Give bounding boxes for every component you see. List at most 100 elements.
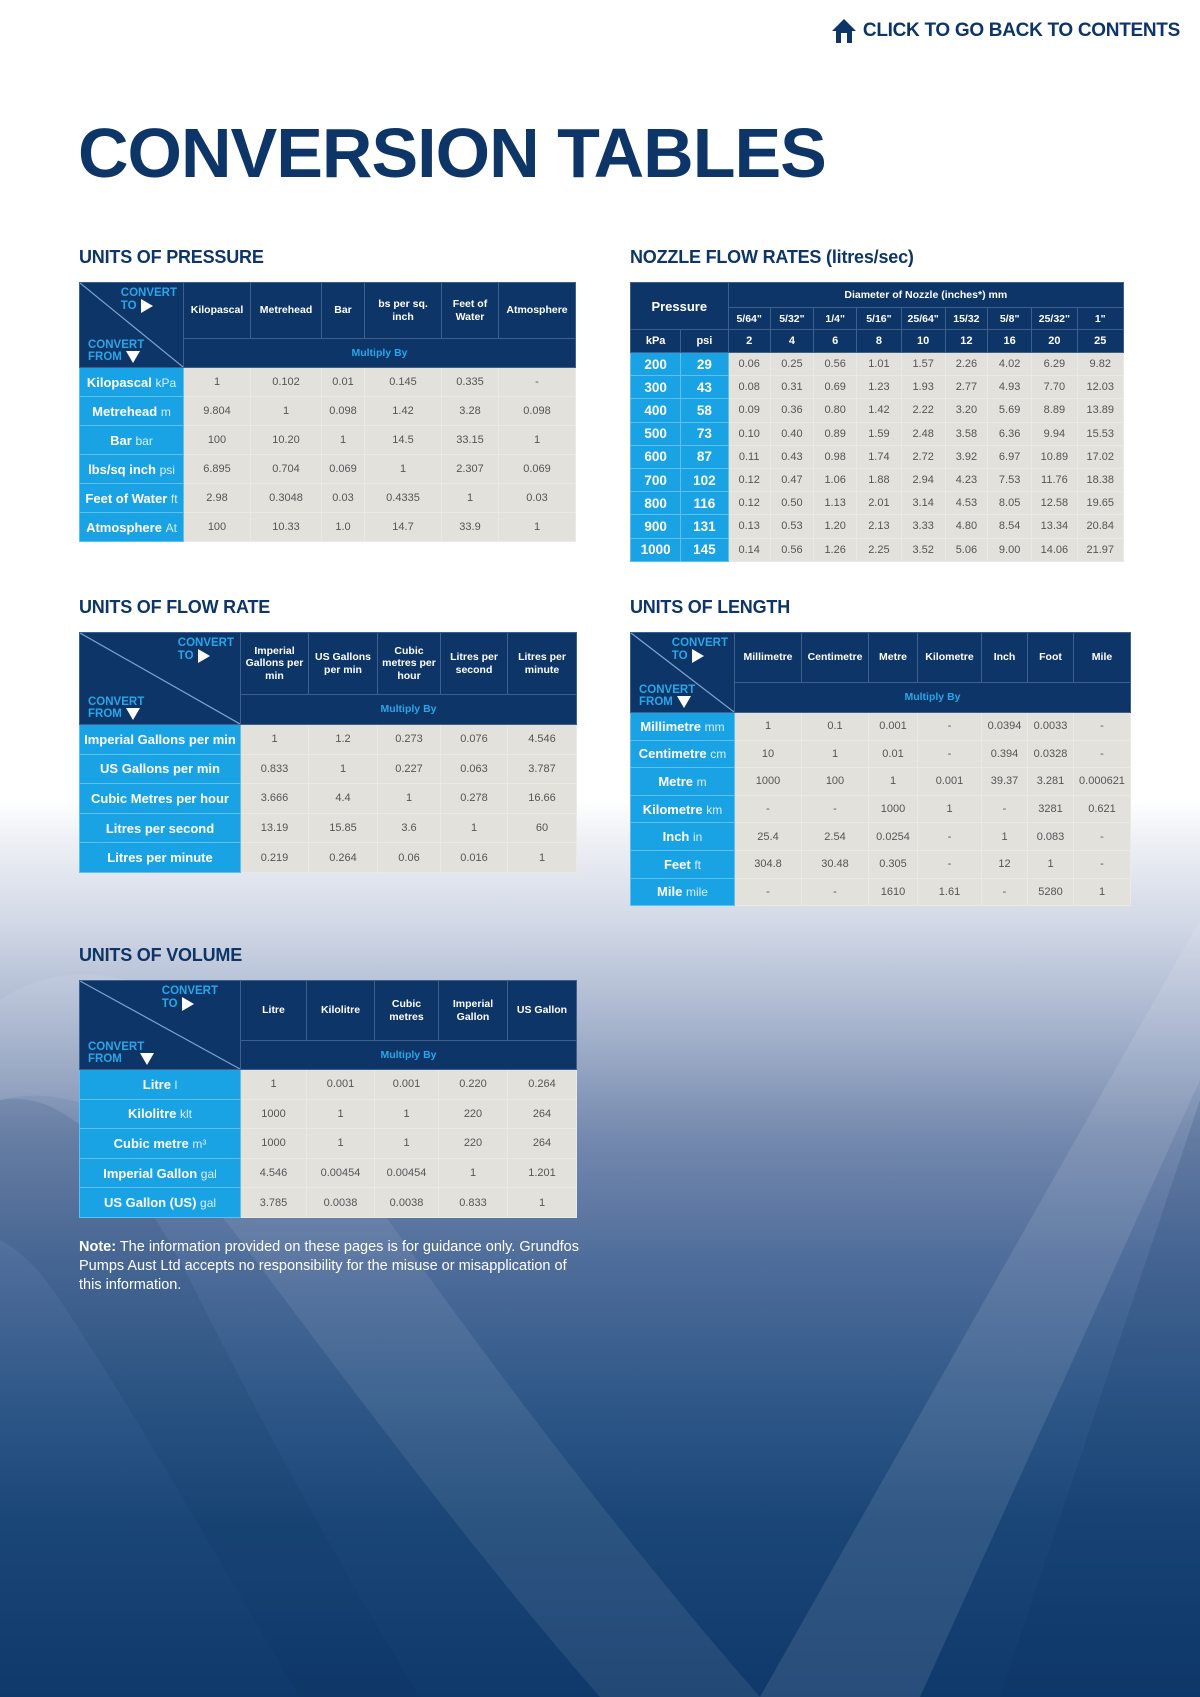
back-to-contents-link[interactable]: CLICK TO GO BACK TO CONTENTS: [831, 18, 1180, 44]
nozzle-inch-header: 25/64": [900, 307, 946, 330]
row-label: Cubic metre: [113, 1135, 189, 1151]
row-header: Metre m: [630, 767, 735, 796]
note-label: Note:: [79, 1239, 117, 1255]
row-label: US Gallon (US): [103, 1195, 197, 1211]
table-cell: 0.01: [868, 739, 918, 769]
table-cell: 12.03: [1076, 375, 1125, 400]
table-cell: 3.92: [944, 444, 989, 469]
table-cell: 0.102: [250, 367, 322, 397]
column-header: Bar: [321, 282, 365, 339]
table-cell: 1.42: [364, 396, 442, 426]
table-cell: 0.0394: [981, 712, 1028, 741]
table-cell: 0.227: [377, 753, 441, 785]
table-cell: 0.4335: [364, 483, 442, 513]
table-cell: 4.80: [944, 514, 989, 539]
table-row: Cubic metre m³ 1000 1 1 220 264: [79, 1128, 577, 1159]
row-header: Litre l: [79, 1069, 241, 1100]
table-cell: 3.28: [441, 396, 499, 426]
nozzle-inch-header: 5/8": [987, 307, 1033, 330]
table-cell: 3.33: [900, 514, 946, 539]
nozzle-mm-header: 25: [1076, 329, 1125, 353]
table-cell: 0.001: [868, 712, 918, 741]
table-cell: 1: [377, 783, 441, 814]
table-cell: 0.016: [440, 842, 508, 873]
table-row: US Gallon (US) gal 3.785 0.0038 0.0038 0.833…: [79, 1187, 577, 1218]
row-header: Mile mile: [630, 877, 735, 907]
table-cell: 1000: [240, 1098, 307, 1130]
table-row: 500 73 0.10 0.40 0.89 1.59 2.48 3.58 6.36 9.94 15.…: [629, 421, 1125, 446]
row-header-kpa: 700: [629, 467, 682, 493]
arrow-down-icon: [125, 350, 140, 363]
table-cell: 3281: [1027, 794, 1074, 824]
table-cell: 1: [240, 724, 309, 755]
back-to-contents-label: CLICK TO GO BACK TO CONTENTS: [862, 20, 1180, 41]
table-cell: 0.000621: [1073, 767, 1131, 796]
nozzle-inch-header: 5/32": [769, 307, 815, 330]
table-cell: 0.0328: [1027, 739, 1074, 769]
table-cell: 11.76: [1031, 467, 1078, 493]
table-cell: 3.52: [900, 537, 946, 562]
table-row: 700 102 0.12 0.47 1.06 1.88 2.94 4.23 7.53 11.76 1…: [629, 467, 1125, 493]
table-cell: 6.895: [183, 454, 251, 484]
table-cell: 1000: [734, 767, 802, 796]
table-row: Metre m 1000 100 1 0.001 39.37 3.281 0.000621: [630, 767, 1131, 796]
table-cell: 33.15: [441, 425, 499, 455]
table-cell: 0.273: [377, 724, 441, 755]
table-cell: 0.13: [727, 514, 771, 539]
table-cell: 3.14: [900, 491, 946, 516]
row-unit: ft: [170, 491, 178, 506]
table-cell: 1: [438, 1157, 508, 1189]
table-row: 900 131 0.13 0.53 1.20 2.13 3.33 4.80 8.54 13.34 2…: [629, 514, 1125, 539]
table-cell: 3.787: [507, 753, 577, 785]
table-cell: 2.94: [900, 467, 946, 493]
row-label: Litres per second: [105, 820, 215, 836]
table-cell: 0.069: [321, 454, 365, 484]
table-cell: 39.37: [981, 767, 1028, 796]
table-row: Mile mile - -1610 1.61-5280 1: [630, 877, 1131, 907]
table-cell: 10.20: [250, 425, 322, 455]
table-cell: 0.89: [813, 421, 858, 446]
pressure-title: UNITS OF PRESSURE: [79, 247, 264, 267]
table-cell: 0.001: [917, 767, 982, 796]
nozzle-inch-header: 1/4": [813, 307, 858, 330]
table-cell: 1.20: [813, 514, 858, 539]
row-unit: psi: [159, 462, 175, 477]
row-unit: km: [706, 802, 723, 817]
table-row: Litre l 1 0.001 0.001 0.220 0.264: [79, 1069, 577, 1100]
nozzle-section: NOZZLE FLOW RATES (litres/sec) Pressure …: [629, 246, 1125, 562]
nozzle-inch-header: 5/64": [727, 307, 771, 330]
table-cell: 0.001: [306, 1069, 375, 1100]
table-cell: 10.33: [250, 512, 322, 542]
row-label: Inch: [662, 829, 690, 845]
table-cell: -: [801, 794, 869, 824]
column-header: Kilopascal: [183, 282, 251, 339]
table-cell: 3.20: [944, 398, 989, 423]
table-cell: 1: [306, 1098, 375, 1130]
table-cell: 2.26: [944, 351, 989, 377]
table-cell: 16.66: [507, 783, 577, 814]
pressure-header: Pressure: [630, 282, 729, 330]
table-cell: 264: [507, 1128, 577, 1159]
row-unit: cm: [710, 747, 727, 762]
table-cell: -: [917, 712, 982, 741]
row-unit: m³: [192, 1136, 207, 1151]
table-cell: 0.219: [240, 842, 309, 873]
table-cell: 0.1: [801, 712, 869, 741]
table-cell: 220: [438, 1128, 508, 1159]
table-row: 800 116 0.12 0.50 1.13 2.01 3.14 4.53 8.05 12.58 1…: [629, 491, 1125, 516]
row-label: lbs/sq inch: [88, 461, 156, 477]
table-cell: 18.38: [1076, 467, 1125, 493]
table-cell: -: [917, 739, 982, 769]
row-header-kpa: 800: [629, 491, 682, 516]
table-row: Bar bar 100 10.20 1 14.5 33.15 1: [79, 425, 576, 455]
table-row: Kilolitre klt 1000 1 1 220 264: [79, 1098, 577, 1130]
table-cell: 1: [1073, 877, 1131, 907]
table-cell: 1.57: [900, 351, 946, 377]
table-cell: -: [734, 794, 802, 824]
mm-row: kPa psi 2 4 6 8 10 12 16 20 25: [629, 329, 1125, 353]
row-unit: mile: [685, 885, 708, 900]
kpa-header: kPa: [629, 329, 682, 353]
table-row: 1000 145 0.14 0.56 1.26 2.25 3.52 5.06 9.00 14.06…: [629, 537, 1125, 562]
table-row: Metrehead m 9.804 1 0.098 1.42 3.28 0.098: [79, 396, 576, 426]
table-cell: 8.05: [987, 491, 1033, 516]
